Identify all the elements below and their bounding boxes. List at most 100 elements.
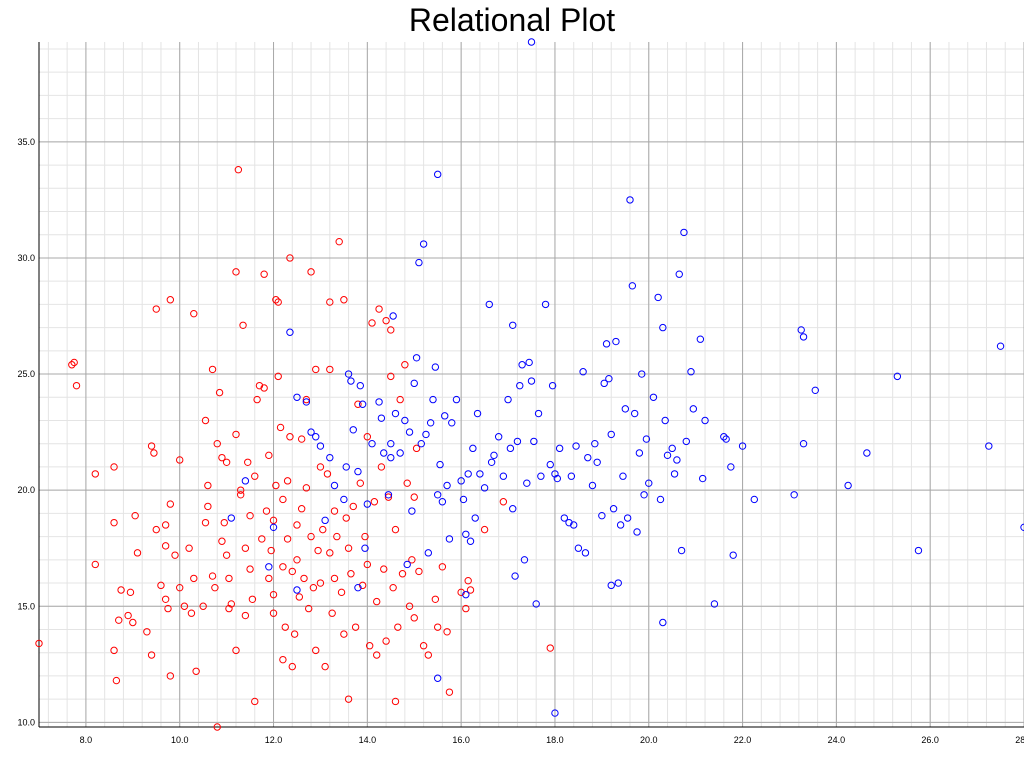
scatter-point [799, 333, 808, 341]
scatter-point [680, 228, 688, 237]
scatter-point [124, 611, 132, 620]
scatter-point [286, 433, 294, 441]
scatter-point [157, 581, 165, 590]
scatter-point [234, 166, 243, 174]
scatter-point [464, 470, 472, 478]
scatter-point [361, 544, 369, 552]
scatter-point [471, 514, 479, 522]
scatter-point [633, 528, 641, 536]
scatter-point [204, 481, 212, 490]
scatter-point [112, 676, 121, 685]
scatter-point [190, 309, 198, 318]
scatter-point [316, 579, 325, 587]
scatter-point [176, 583, 184, 592]
x-tick-label: 22.0 [734, 735, 752, 745]
scatter-point [269, 516, 278, 525]
scatter-point [750, 495, 758, 504]
y-tick-label: 35.0 [17, 137, 35, 147]
scatter-point [541, 300, 550, 309]
scatter-point [368, 319, 376, 327]
scatter-point [309, 583, 318, 592]
scatter-point [600, 379, 608, 388]
scatter-point [281, 623, 289, 631]
scatter-point [401, 361, 409, 369]
scatter-point [593, 458, 601, 466]
scatter-point [269, 523, 278, 532]
scatter-point [204, 502, 212, 511]
scatter-point [417, 440, 425, 448]
scatter-point [619, 472, 627, 480]
scatter-point [244, 458, 252, 466]
scatter-point [396, 449, 404, 457]
scatter-point [147, 442, 156, 450]
scatter-point [316, 463, 325, 471]
scatter-point [727, 463, 735, 471]
scatter-point [340, 630, 348, 638]
scatter-point [659, 323, 667, 332]
scatter-point [424, 651, 433, 659]
scatter-point [654, 293, 662, 302]
scatter-point [272, 481, 280, 490]
scatter-point [288, 567, 296, 576]
scatter-point [208, 365, 217, 374]
scatter-point [738, 442, 747, 450]
scatter-point [448, 419, 456, 427]
scatter-point [790, 491, 798, 499]
scatter-point [551, 709, 559, 717]
scatter-point [588, 481, 597, 490]
scatter-point [464, 577, 472, 585]
scatter-point [405, 428, 414, 436]
scatter-point [220, 518, 228, 527]
scatter-point [344, 695, 353, 703]
y-axis-ticks: 10.0 15.0 20.0 25.0 30.0 35.0 [17, 137, 35, 728]
scatter-point [279, 655, 287, 664]
scatter-point [192, 667, 200, 675]
scatter-point [312, 433, 320, 441]
scatter-point [199, 602, 207, 610]
scatter-point [321, 516, 329, 525]
scatter-point [844, 481, 852, 490]
scatter-point [190, 574, 198, 583]
scatter-point [412, 444, 421, 453]
scatter-point [429, 395, 437, 404]
scatter-point [342, 463, 350, 471]
scatter-point [560, 514, 569, 522]
scatter-point [462, 590, 470, 599]
scatter-point [659, 618, 667, 627]
scatter-point [68, 361, 76, 369]
scatter-point [565, 518, 573, 527]
scatter-point [251, 697, 259, 706]
scatter-point [394, 623, 402, 631]
scatter-point [642, 435, 651, 443]
scatter-point [499, 498, 508, 506]
scatter-point [241, 477, 250, 485]
scatter-point [283, 477, 292, 485]
scatter-point [208, 572, 217, 580]
scatter-point [286, 328, 294, 336]
scatter-point [431, 363, 440, 371]
scatter-point [614, 579, 622, 587]
scatter-point [349, 502, 357, 511]
scatter-point [211, 583, 219, 592]
scatter-point [222, 458, 231, 466]
scatter-point [480, 484, 489, 492]
scatter-point [527, 377, 536, 385]
scatter-point [232, 268, 240, 276]
scatter-point [232, 430, 240, 439]
scatter-point [441, 412, 449, 420]
scatter-point [349, 426, 357, 434]
scatter-point [532, 600, 540, 608]
scatter-point [494, 433, 503, 441]
scatter-point [391, 409, 400, 418]
scatter-point [433, 170, 442, 179]
x-tick-label: 28.0 [1015, 735, 1024, 745]
scatter-point [452, 395, 461, 404]
scatter-point [384, 491, 393, 499]
x-tick-label: 20.0 [640, 735, 658, 745]
scatter-point [152, 305, 160, 313]
scatter-point [473, 409, 482, 418]
scatter-point [241, 544, 250, 552]
scatter-point [645, 479, 653, 487]
scatter-point [225, 574, 233, 583]
scatter-point [201, 416, 210, 425]
